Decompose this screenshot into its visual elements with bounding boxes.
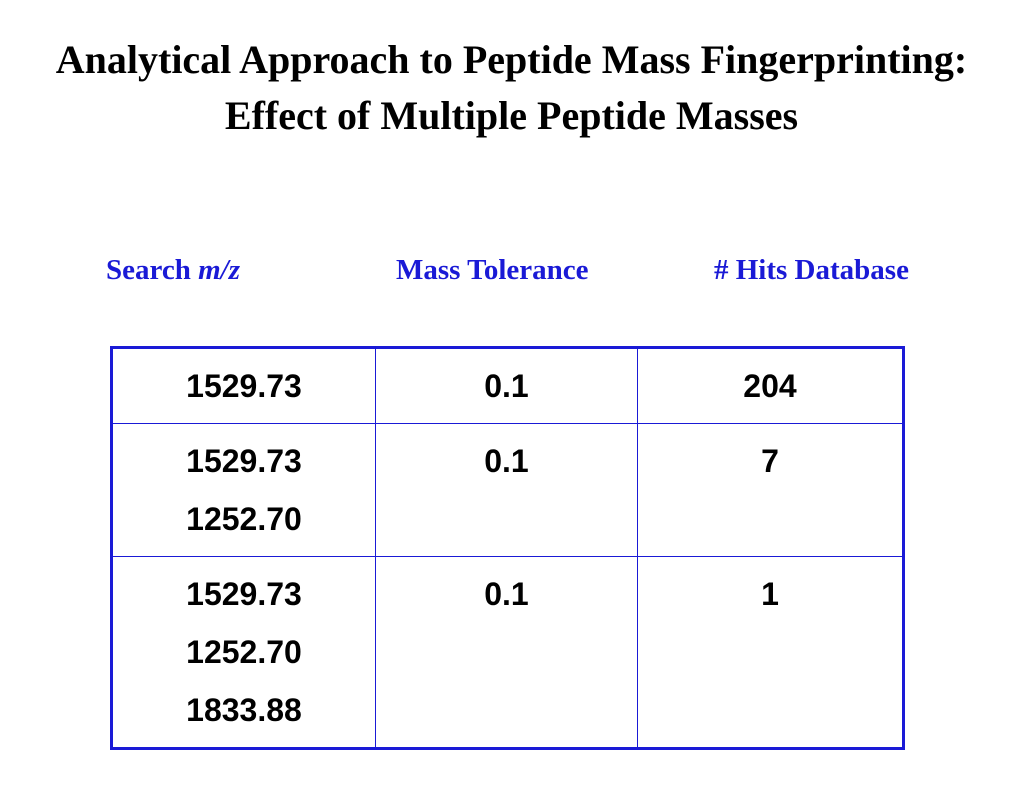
header-search-mz: Search m/z — [106, 250, 240, 290]
results-table: 1529.73 0.1 204 1529.73 1252.70 0.1 7 15… — [110, 346, 905, 750]
header-search-label: Search — [106, 254, 199, 286]
mass-value: 1529.73 — [186, 368, 302, 404]
mass-value: 1833.88 — [186, 692, 302, 728]
tolerance-cell: 0.1 — [374, 347, 638, 424]
mass-value: 1252.70 — [186, 501, 302, 537]
mass-value: 1529.73 — [186, 443, 302, 479]
header-mz-label: m/z — [198, 254, 241, 286]
header-mass-tolerance: Mass Tolerance — [396, 254, 589, 286]
slide-title: Analytical Approach to Peptide Mass Fing… — [55, 37, 968, 138]
table-row: 1529.73 1252.70 0.1 7 — [111, 423, 905, 557]
tolerance-cell: 0.1 — [374, 556, 638, 749]
mass-cell: 1529.73 — [111, 347, 376, 424]
header-hits-database: # Hits Database — [714, 254, 909, 286]
hits-cell: 7 — [636, 423, 905, 557]
mass-value: 1252.70 — [186, 634, 302, 670]
mass-cell: 1529.73 1252.70 — [111, 423, 376, 557]
table-row: 1529.73 1252.70 1833.88 0.1 1 — [111, 556, 905, 749]
table-row: 1529.73 0.1 204 — [111, 347, 905, 424]
column-headers: Search m/z Mass Tolerance # Hits Databas… — [0, 250, 1023, 290]
tolerance-cell: 0.1 — [374, 423, 638, 557]
hits-cell: 204 — [636, 347, 905, 424]
mass-cell: 1529.73 1252.70 1833.88 — [111, 556, 376, 749]
hits-cell: 1 — [636, 556, 905, 749]
mass-value: 1529.73 — [186, 576, 302, 612]
